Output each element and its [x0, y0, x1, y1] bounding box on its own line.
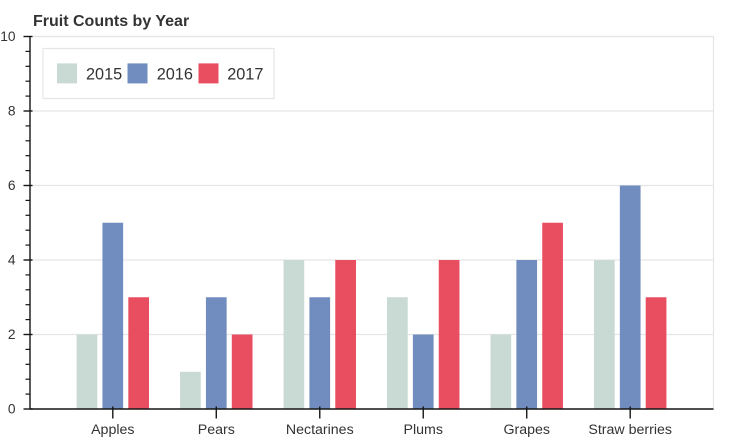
svg-text:2016: 2016: [157, 65, 193, 83]
svg-text:2: 2: [8, 327, 16, 342]
svg-text:8: 8: [8, 104, 16, 119]
svg-text:Plums: Plums: [404, 422, 443, 437]
svg-text:10: 10: [0, 29, 16, 44]
svg-text:Nectarines: Nectarines: [286, 422, 354, 437]
svg-text:Grapes: Grapes: [503, 422, 550, 437]
svg-text:Straw berries: Straw berries: [588, 422, 672, 437]
svg-text:4: 4: [8, 253, 16, 268]
svg-text:6: 6: [8, 178, 16, 193]
svg-text:2017: 2017: [227, 65, 263, 83]
svg-text:Apples: Apples: [91, 422, 134, 437]
svg-text:Pears: Pears: [198, 422, 235, 437]
svg-text:2015: 2015: [86, 65, 122, 83]
svg-text:0: 0: [8, 402, 16, 417]
svg-text:Fruit Counts by Year: Fruit Counts by Year: [33, 13, 189, 30]
